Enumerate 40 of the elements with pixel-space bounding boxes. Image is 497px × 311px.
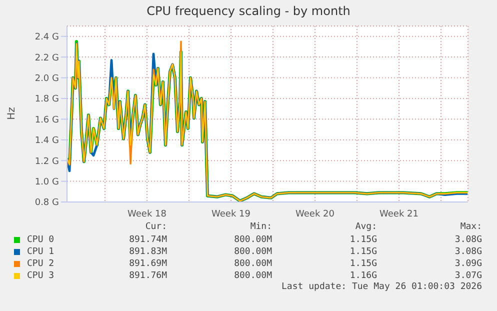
- text: 891.76M: [128, 271, 167, 281]
- text: 891.74M: [128, 235, 167, 245]
- text: 1.16G: [348, 271, 377, 281]
- text: 1.15G: [348, 235, 377, 245]
- y-axis-title: Hz: [6, 106, 18, 122]
- text: 800.00M: [233, 235, 272, 245]
- text: 3.09G: [454, 259, 482, 269]
- x-tick-label: Week 20: [296, 209, 335, 220]
- text: 3.08G: [454, 247, 482, 257]
- text: Max:: [459, 222, 482, 234]
- text: 3.08G: [454, 235, 482, 245]
- text: Avg:: [354, 222, 377, 234]
- y-tick-label: 2.4 G: [34, 32, 60, 43]
- x-tick-label: Week 18: [128, 209, 167, 220]
- text: 800.00M: [233, 259, 272, 269]
- x-tick-label: Week 19: [212, 209, 251, 220]
- text: 891.69M: [128, 259, 167, 269]
- y-tick-label: 2.2 G: [34, 53, 60, 64]
- y-tick-label: 1.0 G: [34, 177, 60, 188]
- y-tick-label: 1.4 G: [34, 136, 60, 146]
- y-tick-label: 1.8 G: [34, 94, 60, 105]
- y-tick-label: 0.8 G: [34, 198, 60, 208]
- text: 800.00M: [233, 247, 272, 257]
- legend-label: CPU 0: [27, 235, 54, 245]
- y-tick-label: 2.0 G: [34, 74, 60, 84]
- chart-title: CPU frequency scaling - by month: [146, 4, 352, 18]
- y-tick-label: 1.2 G: [34, 156, 60, 167]
- legend-label: CPU 3: [27, 271, 54, 281]
- text: 1.15G: [348, 259, 377, 269]
- text: Cur:: [144, 222, 167, 234]
- legend-label: CPU 1: [27, 247, 54, 257]
- y-tick-label: 1.6 G: [34, 115, 60, 126]
- legend-label: CPU 2: [27, 259, 54, 269]
- text: 3.07G: [454, 271, 482, 281]
- text: 1.15G: [348, 247, 377, 257]
- text: Min:: [249, 222, 272, 234]
- text: 800.00M: [233, 271, 272, 281]
- text: 891.83M: [128, 247, 167, 257]
- text: Last update: Tue May 26 01:00:03 2026: [280, 282, 482, 294]
- x-tick-label: Week 21: [380, 209, 418, 220]
